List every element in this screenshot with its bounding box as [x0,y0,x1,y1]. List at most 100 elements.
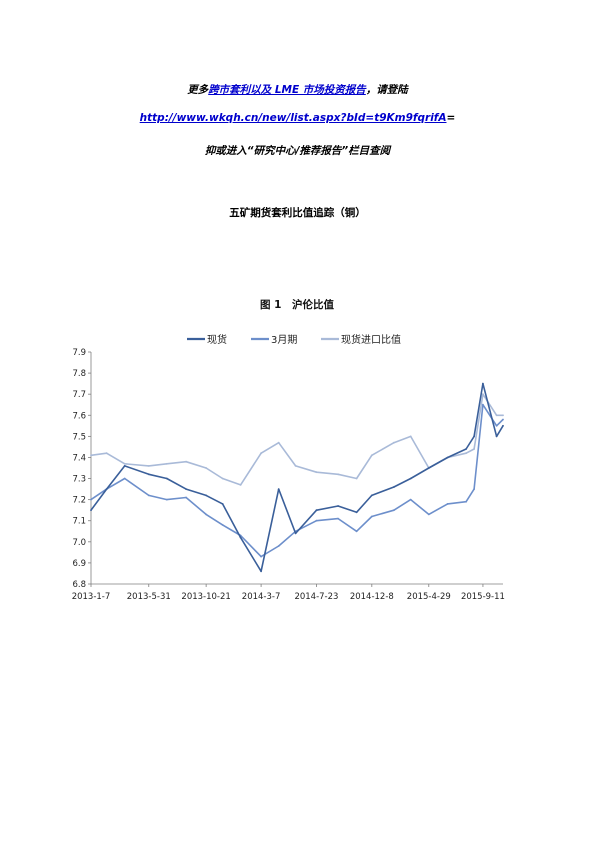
series-point-0 [337,505,339,507]
series-point-1 [90,498,92,501]
x-tick-label: 2014-3-7 [242,592,281,602]
chart-legend: 现货 3月期 现货进口比值 [187,333,401,346]
series-point-1 [221,524,224,526]
url-suffix: = [446,112,456,124]
series-point-1 [185,496,188,499]
y-tick-label: 6.9 [72,559,86,569]
series-point-2 [482,393,484,396]
series-point-1 [147,494,150,497]
series-point-1 [427,513,430,516]
y-tick-label: 7.0 [72,538,86,548]
y-tick-label: 7.7 [72,390,86,400]
series-point-0 [473,435,475,438]
series-point-1 [355,530,358,533]
series-point-0 [482,382,484,385]
series-point-2 [473,448,475,450]
series-point-2 [355,477,358,480]
series-point-2 [185,460,188,463]
series-point-2 [370,454,373,457]
series-point-1 [370,515,373,518]
series-point-2 [315,471,318,474]
y-tick-label: 7.2 [72,496,86,506]
series-point-0 [239,536,242,539]
series-point-0 [393,486,395,488]
y-tick-label: 7.9 [72,348,86,358]
series-point-0 [315,509,318,512]
series-point-0 [495,435,498,438]
series-point-0 [221,503,224,505]
series-point-2 [260,452,262,455]
y-tick-label: 7.8 [72,369,86,379]
series-point-2 [294,465,297,467]
series-point-1 [465,500,467,503]
series-point-1 [205,513,208,516]
series-point-0 [105,488,108,490]
y-tick-label: 7.4 [72,453,86,463]
series-point-1 [473,488,475,490]
series-point-2 [90,454,92,457]
series-point-1 [277,545,280,547]
series-point-0 [260,570,262,573]
x-tick-label: 2015-9-11 [461,592,505,602]
series-point-0 [277,488,280,490]
series-point-2 [495,414,498,417]
series-point-1 [315,519,318,522]
series-point-2 [393,441,395,444]
series-point-1 [337,517,339,520]
series-point-0 [294,532,297,535]
series-point-2 [221,477,224,480]
series-point-0 [446,456,449,459]
x-tick-label: 2014-7-23 [294,592,338,602]
series-point-2 [205,467,208,469]
series-point-1 [393,509,395,512]
reports-link[interactable]: 跨市套利以及 LME 市场投资报告 [208,84,366,96]
x-tick-label: 2013-1-7 [72,592,111,602]
series-point-0 [355,511,358,514]
series-point-0 [123,465,126,467]
x-tick-label: 2013-5-31 [127,592,171,602]
series-point-1 [502,418,504,421]
series-point-0 [185,488,188,490]
series-point-2 [337,473,339,476]
series-line-1 [90,403,504,558]
series-point-2 [465,452,467,455]
series-point-0 [427,467,430,469]
series-point-1 [123,477,126,480]
series-point-1 [260,555,262,558]
series-point-0 [147,473,150,476]
series-point-1 [409,498,412,501]
series-point-0 [409,477,412,480]
series-point-1 [495,424,498,427]
section-title: 五矿期货套利比值追踪（铜） [229,207,366,219]
series-point-2 [239,484,242,486]
legend-label-1: 3月期 [271,334,297,346]
series-point-0 [370,494,373,497]
series-point-2 [409,435,412,438]
more-prefix: 更多 [187,84,209,96]
chart-series [90,382,504,573]
series-point-2 [502,414,504,417]
chart-title: 图 1 沪伦比值 [260,298,334,311]
series-point-2 [165,462,168,465]
x-tick-label: 2014-12-8 [350,592,394,602]
series-point-0 [205,494,208,497]
y-tick-label: 7.3 [72,475,86,485]
series-point-2 [105,452,108,455]
series-point-2 [277,441,280,444]
y-tick-label: 7.6 [72,411,86,421]
chart-axes: 6.8 6.9 7.0 7.1 7.2 7.3 7.4 7.5 7.6 7.7 7.8 7.9 2013… [72,348,505,602]
legend-label-0: 现货 [207,333,227,346]
series-point-0 [502,424,504,427]
series-point-1 [446,503,449,505]
research-center-line: 抑或进入“研究中心/推荐报告”栏目查阅 [204,145,391,157]
y-tick-label: 6.8 [72,580,86,590]
series-point-2 [123,462,126,465]
series-line-0 [90,382,504,573]
series-point-1 [482,403,484,406]
url-link[interactable]: http://www.wkqh.cn/new/list.aspx?bId=t9K… [139,112,447,124]
y-tick-label: 7.5 [72,432,86,442]
url-line: http://www.wkqh.cn/new/list.aspx?bId=t9K… [0,112,595,124]
legend-label-2: 现货进口比值 [341,333,401,346]
x-tick-label: 2013-10-21 [181,592,230,602]
